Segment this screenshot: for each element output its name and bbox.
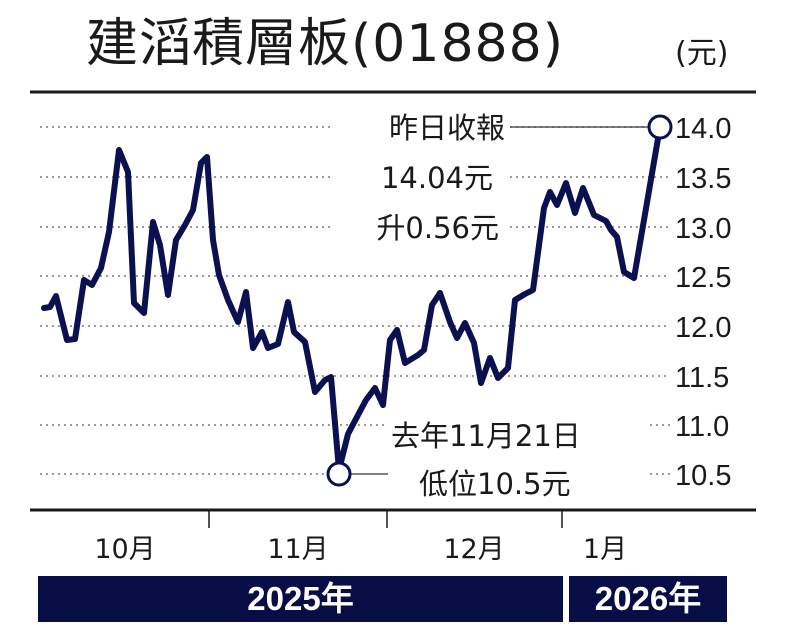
x-tick-label: 1月 xyxy=(583,534,627,565)
year-bar-2026: 2026年 xyxy=(569,576,727,622)
y-tick-label: 11.5 xyxy=(675,362,729,394)
y-tick-label: 11.0 xyxy=(675,411,729,443)
x-tick-label: 10月 xyxy=(94,534,155,565)
close-annotation: 昨日收報 14.04元 升0.56元 xyxy=(332,108,508,245)
chart-title: 建滔積層板(01888) xyxy=(86,14,564,74)
y-tick-label: 13.5 xyxy=(675,163,731,195)
close-price: 14.04元 xyxy=(381,161,493,195)
month-ticks xyxy=(208,510,563,528)
y-tick-label: 13.0 xyxy=(675,213,731,245)
x-tick-label: 12月 xyxy=(443,534,504,565)
y-tick-label: 12.5 xyxy=(675,262,731,294)
y-tick-label: 10.5 xyxy=(675,460,731,492)
low-price: 低位10.5元 xyxy=(419,467,571,501)
year-bar-2025: 2025年 xyxy=(38,576,563,622)
y-tick-label: 12.0 xyxy=(675,312,731,344)
low-annotation: 去年11月21日 低位10.5元 xyxy=(388,408,650,501)
y-axis: 14.0 13.5 13.0 12.5 12.0 11.5 11.0 10.5 xyxy=(675,113,731,492)
y-tick-label: 14.0 xyxy=(675,113,731,145)
low-marker xyxy=(326,461,352,487)
close-change: 升0.56元 xyxy=(376,211,499,245)
unit-label: (元) xyxy=(675,36,729,71)
close-label: 昨日收報 xyxy=(389,111,505,145)
x-axis: 10月 11月 12月 1月 xyxy=(94,534,627,565)
close-marker xyxy=(647,114,673,140)
low-date: 去年11月21日 xyxy=(391,419,581,453)
x-tick-label: 11月 xyxy=(267,534,328,565)
